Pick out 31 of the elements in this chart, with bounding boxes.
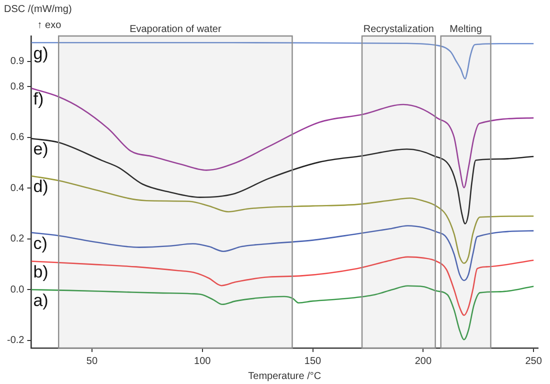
series-label: b) — [33, 262, 48, 282]
y-tick-label: 0.9 — [10, 56, 25, 68]
y-tick-label: 0.6 — [10, 132, 25, 144]
y-tick-label: 0.0 — [10, 284, 25, 296]
text: ↑ exo — [37, 20, 62, 31]
x-tick-label: 200 — [414, 356, 432, 367]
x-tick-label: 100 — [194, 356, 212, 367]
y-axis-title: DSC /(mW/mg) — [4, 4, 72, 15]
series-label: c) — [33, 234, 48, 253]
line-series — [31, 225, 534, 282]
x-tick-label: 50 — [86, 356, 98, 367]
series-label: d) — [33, 177, 48, 196]
y-tick-label: 0.4 — [10, 182, 25, 194]
line-series — [31, 256, 534, 316]
line-series — [31, 175, 534, 264]
x-tick-label: 150 — [304, 356, 322, 367]
line-series — [31, 285, 534, 340]
band-label: Recrystalization — [363, 24, 434, 35]
y-tick-label: 0.8 — [10, 81, 25, 92]
x-tick-label: 250 — [525, 356, 542, 367]
x-axis-title: Temperature /°C — [248, 370, 322, 382]
line-series — [31, 138, 534, 224]
line-series — [31, 42, 534, 80]
series-label: a) — [33, 290, 48, 310]
y-tick-label: 0.2 — [10, 234, 25, 245]
series-label: f) — [33, 89, 44, 108]
series-label: g) — [33, 44, 48, 63]
band-label: Evaporation of water — [130, 24, 222, 35]
y-tick-label: -0.2 — [6, 335, 25, 346]
series-label: e) — [33, 140, 48, 159]
band-label: Melting — [450, 24, 482, 35]
